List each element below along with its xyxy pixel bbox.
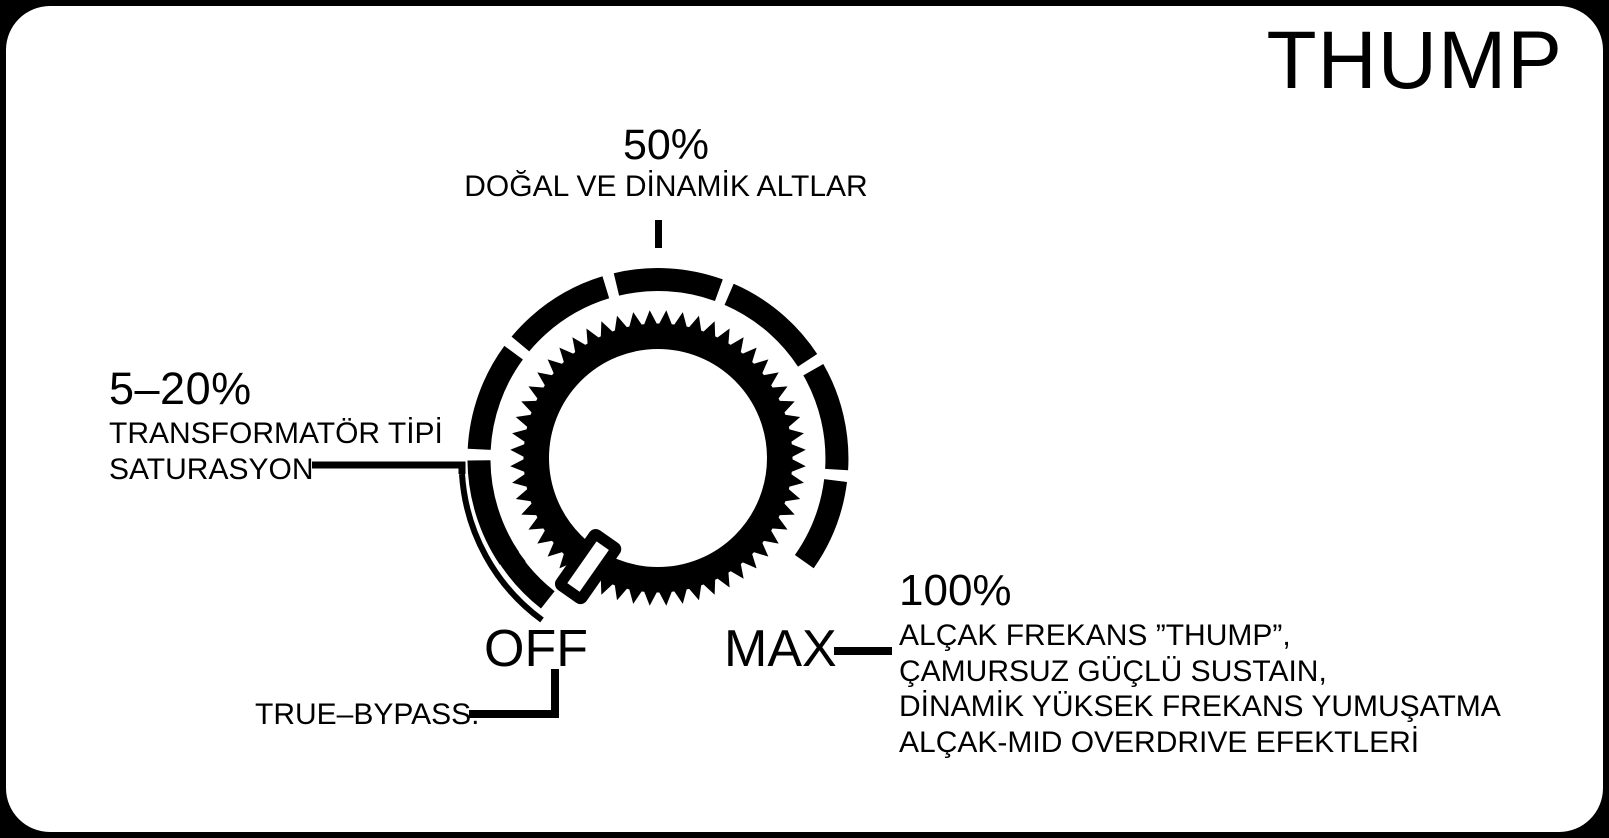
knob-max-label: MAX	[724, 620, 837, 678]
callout-right: 100% ALÇAK FREKANS ”THUMP”, ÇAMURSUZ GÜÇ…	[899, 568, 1501, 761]
callout-left-value: 5–20%	[109, 363, 252, 414]
knob-min-label: OFF	[484, 620, 588, 678]
callout-top-value: 50%	[622, 121, 710, 169]
callout-top: 50% DOĞAL VE DİNAMİK ALTLAR	[6, 123, 1326, 205]
knob-pointer-indicator[interactable]	[554, 528, 622, 605]
knob-knurled-ring	[510, 310, 806, 606]
callout-right-description-line1: ALÇAK FREKANS ”THUMP”,	[899, 618, 1291, 652]
leader-arc-saturation	[459, 473, 544, 623]
poster-card: THUMP 50% DOĞAL VE DİNAMİK ALTLAR 5–20% …	[6, 6, 1603, 832]
callout-right-description-line4: ALÇAK-MID OVERDRIVE EFEKTLERİ	[899, 726, 1420, 760]
callout-top-description: DOĞAL VE DİNAMİK ALTLAR	[464, 169, 868, 203]
callout-left-description-line2: SATURASYON	[109, 452, 314, 486]
callout-right-description-line2: ÇAMURSUZ GÜÇLÜ SUSTAIN,	[899, 654, 1327, 688]
knob-top-tick-icon	[655, 220, 662, 248]
brand-title: THUMP	[1266, 15, 1563, 106]
callout-right-value: 100%	[899, 566, 1012, 615]
knob-outer-ring	[467, 268, 849, 569]
knob-body-ring	[523, 323, 793, 593]
callout-left-description-line1: TRANSFORMATÖR TİPİ	[109, 416, 443, 450]
callout-right-description-line3: DİNAMİK YÜKSEK FREKANS YUMUŞATMA	[899, 690, 1501, 724]
true-bypass-label: TRUE–BYPASS.	[255, 698, 480, 731]
knob-face	[541, 341, 775, 575]
knob-outer-scale-ring	[483, 525, 555, 609]
callout-left: 5–20% TRANSFORMATÖR TİPİ SATURASYON	[109, 363, 443, 487]
